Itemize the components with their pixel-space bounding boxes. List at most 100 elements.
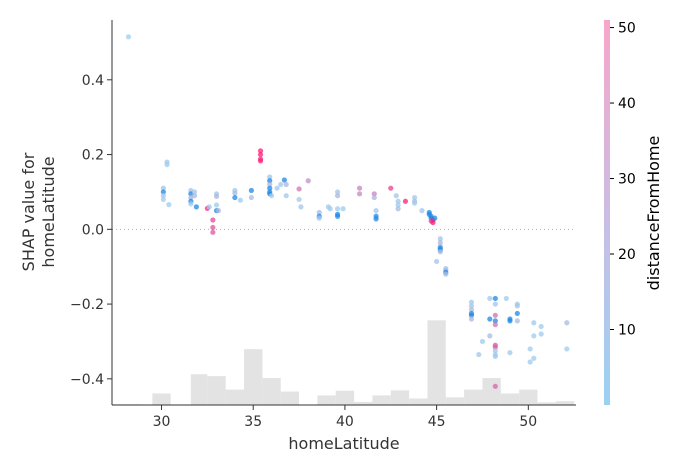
data-point-31 (248, 194, 254, 201)
data-point-128 (514, 318, 520, 324)
histogram-bar-19 (519, 389, 538, 405)
histogram-bar-1 (152, 393, 171, 405)
data-point-3 (160, 193, 166, 199)
histogram-bar-2 (190, 374, 208, 405)
histogram-bar-14 (427, 320, 446, 405)
y-axis-label: SHAP value for homeLatitude (19, 152, 58, 271)
data-point-32 (257, 148, 264, 154)
data-point-51 (305, 178, 311, 184)
y-tick-label-4: 0.4 (82, 73, 104, 89)
data-point-101 (468, 307, 475, 313)
data-point-28 (232, 194, 238, 201)
y-tick-label-0: −0.4 (70, 372, 104, 388)
histogram-bar-12 (390, 390, 410, 405)
data-point-14 (191, 193, 198, 199)
data-point-65 (371, 191, 377, 197)
data-point-0 (125, 34, 132, 40)
data-point-98 (443, 271, 449, 277)
data-point-112 (492, 312, 498, 318)
colorbar-label: distanceFromHome (644, 136, 663, 291)
histogram-bar-9 (335, 390, 355, 405)
data-point-15 (193, 204, 199, 210)
data-point-33 (257, 151, 264, 158)
data-point-57 (334, 189, 341, 195)
data-point-110 (492, 295, 498, 302)
x-tick-label-4: 50 (519, 414, 537, 430)
data-point-134 (538, 323, 544, 330)
data-point-17 (206, 204, 212, 210)
data-point-114 (492, 322, 498, 328)
histogram-bar-15 (445, 397, 465, 405)
data-point-66 (371, 194, 377, 201)
histogram-bar-10 (354, 401, 373, 405)
x-ticks: 30 35 40 45 50 (153, 405, 537, 430)
data-point-133 (531, 355, 537, 361)
data-point-100 (468, 303, 475, 309)
data-point-47 (283, 193, 289, 199)
data-point-107 (487, 295, 493, 302)
data-point-23 (213, 202, 220, 208)
data-point-72 (395, 198, 401, 204)
data-point-94 (437, 249, 443, 255)
data-point-137 (564, 346, 570, 352)
data-point-61 (334, 213, 341, 219)
data-point-124 (507, 350, 513, 356)
data-point-76 (412, 194, 418, 201)
data-point-71 (393, 193, 399, 199)
histogram-bar-21 (555, 401, 575, 405)
histogram-bar-18 (500, 393, 520, 405)
data-point-89 (437, 236, 443, 242)
data-point-113 (492, 318, 498, 324)
colorbar-tick-label-2: 30 (618, 172, 636, 188)
data-point-20 (210, 229, 216, 235)
data-point-62 (340, 206, 346, 212)
data-point-105 (476, 351, 482, 358)
data-point-18 (210, 217, 216, 223)
data-point-13 (191, 189, 198, 195)
histogram-bar-16 (464, 389, 483, 405)
data-point-120 (492, 383, 498, 389)
data-point-74 (395, 206, 401, 212)
data-point-44 (278, 181, 284, 188)
data-point-88 (434, 258, 440, 265)
histogram-bar-20 (537, 402, 556, 405)
data-point-7 (166, 202, 172, 208)
data-point-30 (248, 187, 254, 194)
data-point-90 (437, 239, 443, 246)
data-point-130 (527, 359, 533, 365)
data-point-46 (283, 181, 289, 188)
data-point-99 (468, 299, 475, 305)
y-tick-label-1: −0.2 (70, 297, 104, 313)
data-point-43 (274, 185, 280, 191)
data-point-2 (160, 189, 166, 195)
data-point-19 (210, 224, 216, 231)
data-point-126 (514, 303, 520, 309)
histogram (112, 320, 575, 405)
data-point-45 (281, 177, 287, 183)
histogram-bar-3 (207, 376, 226, 405)
data-point-116 (492, 344, 498, 350)
histogram-bar-5 (244, 349, 263, 405)
x-tick-label-3: 45 (428, 414, 446, 430)
data-point-70 (388, 185, 394, 191)
data-point-52 (316, 209, 322, 216)
colorbar-tick-label-4: 50 (618, 21, 636, 37)
y-tick-label-2: 0.0 (82, 222, 104, 238)
data-point-64 (356, 191, 363, 197)
data-point-35 (257, 158, 264, 164)
scatter-points (125, 34, 570, 389)
data-point-4 (160, 196, 166, 203)
data-point-39 (267, 185, 273, 191)
data-point-123 (507, 318, 513, 324)
data-point-1 (160, 185, 166, 191)
y-ticks: −0.4 −0.2 0.0 0.2 0.4 (70, 73, 112, 388)
data-point-111 (492, 301, 498, 307)
y-tick-label-3: 0.2 (82, 148, 104, 164)
data-point-37 (267, 178, 273, 184)
colorbar-ticks: 10 20 30 40 50 (610, 21, 636, 339)
data-point-87 (432, 215, 438, 221)
data-point-36 (267, 174, 273, 180)
data-point-25 (215, 208, 221, 214)
x-axis-label: homeLatitude (288, 434, 399, 453)
